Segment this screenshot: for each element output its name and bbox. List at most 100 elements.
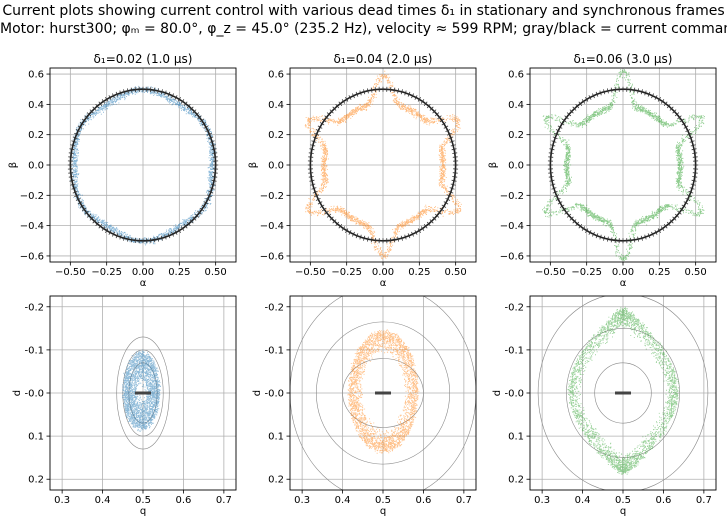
x-axis-label: α bbox=[380, 278, 387, 289]
y-tick-label: 0.4 bbox=[28, 100, 44, 111]
command-circle-ticks bbox=[67, 86, 219, 244]
x-tick-label: 0.4 bbox=[575, 495, 591, 506]
y-axis-label: β bbox=[488, 162, 499, 168]
plot-area bbox=[304, 70, 462, 260]
x-tick-label: 0.50 bbox=[445, 267, 467, 278]
y-tick-label: 0.2 bbox=[28, 130, 44, 141]
panel-stationary-1: −0.50 −0.25 0.00 0.25 0.50 −0.6 −0.4 −0.2 0.0 0.2… bbox=[8, 52, 237, 289]
figure-title-line-2: Motor: hurst300; φₘ = 80.0°, φ_z = 45.0°… bbox=[0, 21, 727, 37]
y-tick-label: -0.1 bbox=[504, 345, 524, 356]
x-tick-label: 0.25 bbox=[168, 267, 190, 278]
x-tick-label: 0.5 bbox=[375, 495, 391, 506]
x-tick-label: −0.25 bbox=[331, 267, 362, 278]
x-tick-label: 0.7 bbox=[696, 495, 712, 506]
y-tick-label: −0.4 bbox=[500, 221, 524, 232]
x-tick-label: 0.25 bbox=[408, 267, 430, 278]
x-tick-label: 0.6 bbox=[415, 495, 431, 506]
panel-stationary-3: −0.50 −0.25 0.00 0.25 0.50 −0.6 −0.4 −0.2 0.0 0.2… bbox=[488, 52, 717, 289]
y-tick-label: 0.4 bbox=[268, 100, 284, 111]
x-tick-label: 0.50 bbox=[685, 267, 707, 278]
command-circle-ticks bbox=[547, 86, 699, 244]
x-tick-label: 0.6 bbox=[655, 495, 671, 506]
x-tick-label: 0.4 bbox=[335, 495, 351, 506]
panel-synchronous-2: 0.3 0.4 0.5 0.6 0.7 -0.2 -0.1 -0.0 0.1 0.2 q d bbox=[252, 295, 477, 517]
data-points bbox=[122, 349, 161, 432]
y-tick-label: 0.1 bbox=[28, 432, 44, 443]
panel-synchronous-1: 0.3 0.4 0.5 0.6 0.7 -0.2 -0.1 -0.0 0.1 0.2 q d bbox=[12, 295, 237, 517]
x-tick-label: 0.00 bbox=[372, 267, 394, 278]
y-tick-label: 0.4 bbox=[508, 100, 524, 111]
y-axis-label: β bbox=[248, 162, 259, 168]
x-tick-label: 0.3 bbox=[54, 495, 70, 506]
x-tick-label: 0.25 bbox=[648, 267, 670, 278]
x-tick-label: 0.7 bbox=[456, 495, 472, 506]
x-tick-label: 0.5 bbox=[135, 495, 151, 506]
y-tick-label: 0.2 bbox=[508, 475, 524, 486]
y-tick-label: 0.6 bbox=[28, 70, 44, 81]
x-axis-label: q bbox=[380, 506, 386, 517]
panel-stationary-2: −0.50 −0.25 0.00 0.25 0.50 −0.6 −0.4 −0.2 0.0 0.2… bbox=[248, 52, 477, 289]
current-contour bbox=[315, 321, 451, 465]
command-point bbox=[135, 391, 151, 395]
y-tick-label: -0.2 bbox=[504, 302, 524, 313]
y-tick-label: 0.1 bbox=[268, 432, 284, 443]
plot-area bbox=[116, 336, 170, 450]
y-tick-label: −0.2 bbox=[260, 191, 284, 202]
x-tick-label: −0.50 bbox=[295, 267, 326, 278]
x-tick-label: 0.6 bbox=[175, 495, 191, 506]
x-tick-label: 0.4 bbox=[95, 495, 111, 506]
y-tick-label: −0.2 bbox=[500, 191, 524, 202]
current-contour bbox=[594, 362, 652, 424]
x-tick-label: 0.5 bbox=[615, 495, 631, 506]
current-contour bbox=[537, 296, 709, 490]
y-tick-label: 0.2 bbox=[28, 475, 44, 486]
y-tick-label: -0.1 bbox=[264, 345, 284, 356]
y-axis-label: d bbox=[12, 390, 23, 396]
plot-area bbox=[67, 85, 219, 246]
y-tick-label: -0.0 bbox=[504, 389, 524, 400]
y-tick-label: 0.0 bbox=[508, 161, 524, 172]
data-points bbox=[567, 306, 680, 475]
x-tick-label: 0.00 bbox=[132, 267, 154, 278]
data-points bbox=[304, 70, 462, 260]
panel-title: δ₁=0.04 (2.0 µs) bbox=[334, 52, 433, 66]
current-contour bbox=[566, 328, 680, 458]
command-circle-ticks bbox=[307, 86, 459, 244]
x-axis-label: α bbox=[620, 278, 627, 289]
y-axis-label: β bbox=[8, 162, 19, 168]
command-point bbox=[375, 391, 391, 395]
y-tick-label: -0.0 bbox=[24, 389, 44, 400]
x-tick-label: −0.25 bbox=[91, 267, 122, 278]
y-tick-label: -0.1 bbox=[24, 345, 44, 356]
x-axis-label: q bbox=[620, 506, 626, 517]
y-tick-label: 0.0 bbox=[28, 161, 44, 172]
x-axis-label: α bbox=[140, 278, 147, 289]
y-tick-label: −0.4 bbox=[260, 221, 284, 232]
plot-area bbox=[542, 68, 705, 261]
y-tick-label: 0.2 bbox=[268, 475, 284, 486]
y-tick-label: 0.2 bbox=[508, 130, 524, 141]
y-tick-label: −0.6 bbox=[500, 251, 524, 262]
x-tick-label: −0.50 bbox=[55, 267, 86, 278]
y-tick-label: −0.2 bbox=[20, 191, 44, 202]
plot-area bbox=[537, 296, 709, 490]
x-tick-label: −0.50 bbox=[535, 267, 566, 278]
y-tick-label: -0.2 bbox=[24, 302, 44, 313]
x-tick-label: 0.50 bbox=[205, 267, 227, 278]
figure-title-line-1: Current plots showing current control wi… bbox=[2, 3, 725, 19]
y-tick-label: -0.2 bbox=[264, 302, 284, 313]
y-tick-label: −0.6 bbox=[260, 251, 284, 262]
y-axis-label: d bbox=[252, 390, 263, 396]
y-tick-label: 0.1 bbox=[508, 432, 524, 443]
y-tick-label: 0.0 bbox=[268, 161, 284, 172]
x-tick-label: 0.00 bbox=[612, 267, 634, 278]
y-tick-label: 0.6 bbox=[268, 70, 284, 81]
current-contour bbox=[116, 336, 170, 450]
x-tick-label: −0.25 bbox=[571, 267, 602, 278]
data-points bbox=[542, 68, 705, 261]
plot-area bbox=[290, 296, 476, 490]
y-tick-label: −0.6 bbox=[20, 251, 44, 262]
x-tick-label: 0.3 bbox=[294, 495, 310, 506]
